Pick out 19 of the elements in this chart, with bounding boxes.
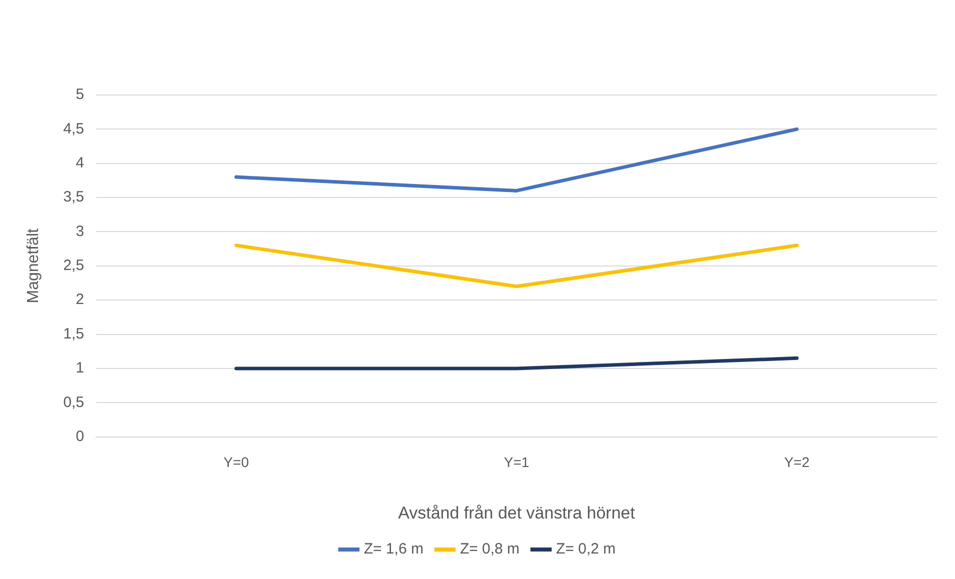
y-tick-label: 3,5 (63, 188, 84, 206)
y-tick-label: 3 (76, 222, 84, 240)
y-tick-label: 4,5 (63, 120, 84, 138)
x-tick-label: Y=2 (784, 454, 810, 470)
x-axis-title: Avstånd från det vänstra hörnet (398, 503, 636, 522)
y-tick-label: 1 (76, 360, 84, 377)
x-tick-label: Y=1 (504, 454, 530, 470)
y-tick-label: 0 (76, 428, 84, 445)
x-tick-label: Y=0 (224, 454, 250, 470)
legend-label: Z= 1,6 m (364, 540, 424, 558)
y-tick-label: 4 (76, 154, 84, 172)
legend-label: Z= 0,2 m (556, 540, 616, 558)
legend-label: Z= 0,8 m (460, 540, 520, 558)
y-tick-label: 5 (76, 86, 84, 104)
y-tick-label: 0,5 (63, 394, 84, 411)
y-tick-label: 1,5 (63, 325, 84, 342)
y-tick-label: 2 (76, 291, 84, 308)
y-tick-label: 2,5 (63, 257, 84, 274)
y-axis-title: Magnetfält (25, 228, 42, 304)
